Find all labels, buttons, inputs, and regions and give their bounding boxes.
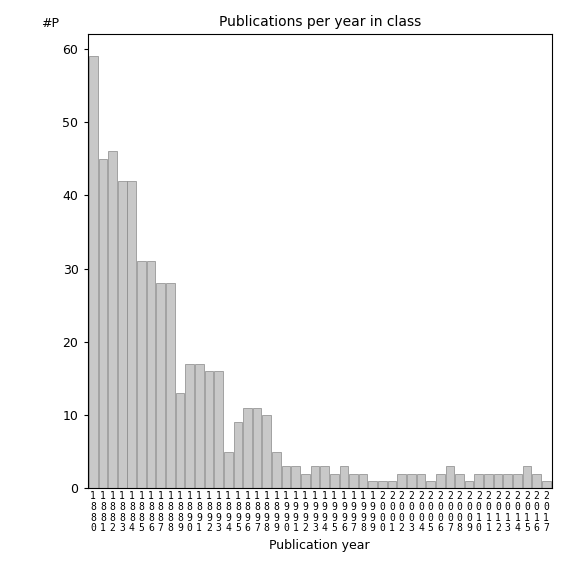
Bar — [359, 473, 367, 488]
Bar — [128, 181, 136, 488]
Bar — [417, 473, 425, 488]
Bar — [388, 481, 396, 488]
Bar — [99, 159, 107, 488]
Bar — [378, 481, 387, 488]
Bar — [224, 452, 232, 488]
Bar — [137, 261, 146, 488]
Bar — [542, 481, 551, 488]
Title: Publications per year in class: Publications per year in class — [219, 15, 421, 29]
Bar — [369, 481, 377, 488]
Bar — [340, 466, 348, 488]
Bar — [513, 473, 522, 488]
Bar — [301, 473, 310, 488]
Bar — [282, 466, 290, 488]
Bar — [532, 473, 541, 488]
Y-axis label: #P: #P — [41, 17, 60, 30]
Bar — [455, 473, 464, 488]
Bar — [263, 415, 271, 488]
Bar — [176, 393, 184, 488]
Bar — [320, 466, 329, 488]
Bar — [166, 284, 175, 488]
Bar — [243, 408, 252, 488]
Bar — [407, 473, 416, 488]
Bar — [195, 364, 204, 488]
Bar — [484, 473, 493, 488]
Bar — [147, 261, 155, 488]
X-axis label: Publication year: Publication year — [269, 539, 370, 552]
Bar — [503, 473, 512, 488]
Bar — [436, 473, 445, 488]
Bar — [311, 466, 319, 488]
Bar — [397, 473, 406, 488]
Bar — [291, 466, 300, 488]
Bar — [108, 151, 117, 488]
Bar — [330, 473, 338, 488]
Bar — [214, 371, 223, 488]
Bar — [118, 181, 126, 488]
Bar — [89, 56, 98, 488]
Bar — [272, 452, 281, 488]
Bar — [426, 481, 435, 488]
Bar — [475, 473, 483, 488]
Bar — [446, 466, 454, 488]
Bar — [465, 481, 473, 488]
Bar — [349, 473, 358, 488]
Bar — [494, 473, 502, 488]
Bar — [234, 422, 242, 488]
Bar — [253, 408, 261, 488]
Bar — [523, 466, 531, 488]
Bar — [185, 364, 194, 488]
Bar — [205, 371, 213, 488]
Bar — [156, 284, 165, 488]
